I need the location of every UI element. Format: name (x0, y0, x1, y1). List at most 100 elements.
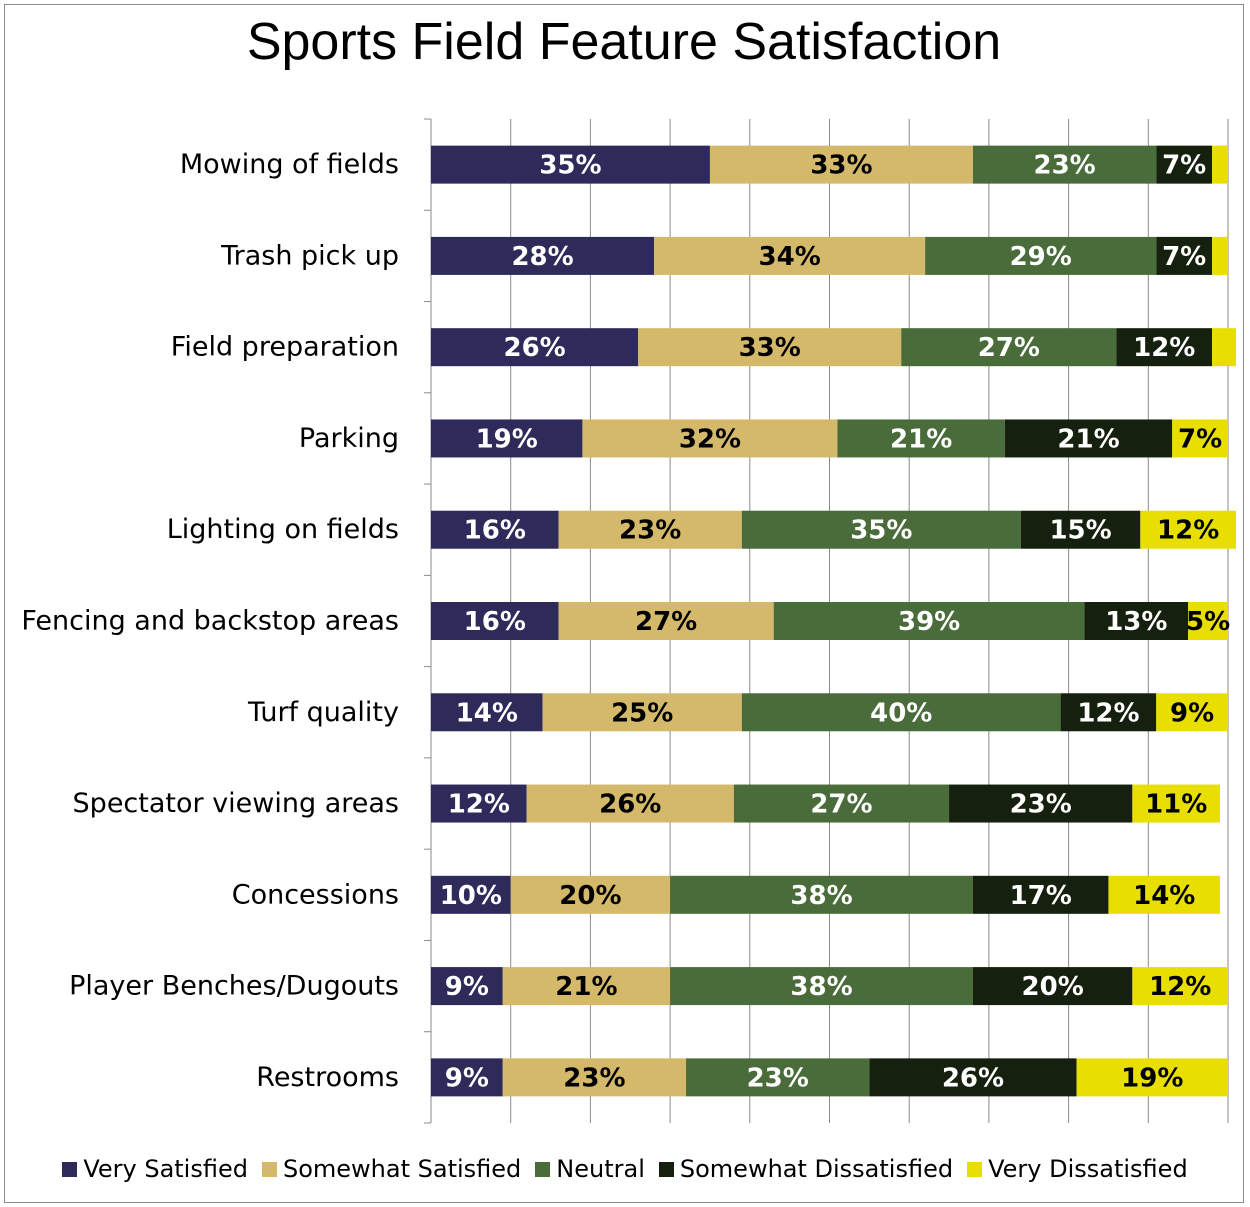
bar-very-dissatisfied (1212, 236, 1228, 275)
bar-somewhat-satisfied (542, 693, 742, 732)
data-label: 21% (555, 972, 617, 1002)
data-label: 7% (1178, 424, 1222, 454)
data-label: 10% (440, 881, 502, 911)
data-label: 21% (1057, 424, 1119, 454)
data-label: 26% (942, 1063, 1004, 1093)
legend-swatch (967, 1161, 983, 1177)
bar-somewhat-satisfied (558, 602, 774, 640)
bar-very-satisfied (431, 602, 559, 640)
bar-very-dissatisfied (1212, 328, 1236, 367)
data-label: 12% (1077, 698, 1139, 728)
data-label: 33% (810, 151, 872, 181)
data-label: 23% (747, 1063, 809, 1093)
bar-very-dissatisfied (1132, 967, 1228, 1006)
bar-neutral (972, 145, 1157, 184)
data-label: 9% (445, 1063, 489, 1093)
bar-neutral (773, 602, 1085, 640)
data-label: 5% (1186, 607, 1230, 637)
bar-very-satisfied (431, 693, 543, 732)
bar-somewhat-satisfied (654, 236, 926, 275)
data-label: 9% (445, 972, 489, 1002)
bar-somewhat-dissatisfied (869, 1058, 1077, 1097)
data-label: 35% (539, 151, 601, 181)
bar-neutral (901, 328, 1117, 367)
bar-somewhat-dissatisfied (1156, 236, 1213, 275)
legend-item-very-satisfied: Very Satisfied (62, 1155, 248, 1183)
legend-label: Somewhat Satisfied (282, 1155, 522, 1183)
data-label: 23% (1010, 790, 1072, 820)
bar-somewhat-satisfied (510, 875, 671, 914)
data-label: 23% (619, 516, 681, 546)
bar-somewhat-dissatisfied (1156, 145, 1213, 184)
bar-very-satisfied (431, 236, 655, 275)
bar-neutral (670, 967, 973, 1006)
bar-somewhat-satisfied (638, 328, 902, 367)
data-label: 12% (1133, 333, 1195, 363)
data-label: 35% (850, 516, 912, 546)
data-label: 27% (810, 790, 872, 820)
bar-very-dissatisfied (1188, 602, 1228, 640)
bar-neutral (741, 510, 1021, 549)
legend-item-very-dissatisfied: Very Dissatisfied (967, 1155, 1188, 1183)
data-label: 23% (563, 1063, 625, 1093)
data-label: 11% (1145, 790, 1207, 820)
bar-very-dissatisfied (1172, 419, 1228, 458)
bar-very-satisfied (431, 875, 511, 914)
category-label: Concessions (232, 879, 399, 910)
category-label: Lighting on fields (167, 514, 399, 545)
bar-very-dissatisfied (1132, 784, 1221, 823)
data-label: 26% (503, 333, 565, 363)
bar-somewhat-dissatisfied (1004, 419, 1173, 458)
category-label: Spectator viewing areas (73, 788, 399, 819)
category-label: Fencing and backstop areas (21, 606, 399, 637)
bar-very-dissatisfied (1108, 875, 1221, 914)
category-label: Parking (299, 423, 399, 454)
data-label: 14% (1133, 881, 1195, 911)
data-label: 12% (1157, 516, 1219, 546)
category-label: Player Benches/Dugouts (69, 971, 399, 1002)
chart-plot: Mowing of fields 35% 33% 23% 7% Trash pick up… (21, 118, 1236, 1124)
chart-legend: Very Satisfied Somewhat Satisfied Neutral S… (0, 1155, 1250, 1183)
bar-somewhat-dissatisfied (1020, 510, 1141, 549)
data-label: 21% (890, 424, 952, 454)
data-label: 28% (511, 242, 573, 272)
data-label: 16% (464, 516, 526, 546)
data-label: 13% (1105, 607, 1167, 637)
data-label: 19% (1121, 1063, 1183, 1093)
legend-label: Neutral (556, 1155, 645, 1183)
data-label: 33% (739, 333, 801, 363)
bar-somewhat-dissatisfied (1060, 693, 1157, 732)
data-label: 29% (1010, 242, 1072, 272)
data-label: 40% (870, 698, 932, 728)
legend-swatch (261, 1161, 277, 1177)
data-label: 15% (1049, 516, 1111, 546)
legend-item-neutral: Neutral (535, 1155, 645, 1183)
data-label: 27% (978, 333, 1040, 363)
data-label: 19% (476, 424, 538, 454)
data-label: 12% (1149, 972, 1211, 1002)
bar-very-dissatisfied (1076, 1058, 1228, 1097)
data-label: 20% (559, 881, 621, 911)
data-label: 20% (1022, 972, 1084, 1002)
data-label: 7% (1162, 242, 1206, 272)
data-label: 14% (456, 698, 518, 728)
bar-somewhat-satisfied (502, 1058, 687, 1097)
legend-item-somewhat-satisfied: Somewhat Satisfied (261, 1155, 522, 1183)
legend-item-somewhat-dissatisfied: Somewhat Dissatisfied (658, 1155, 953, 1183)
bar-neutral (741, 693, 1061, 732)
legend-swatch (535, 1161, 551, 1177)
bar-somewhat-dissatisfied (1084, 602, 1189, 640)
legend-label: Very Satisfied (83, 1155, 248, 1183)
bar-somewhat-satisfied (582, 419, 838, 458)
bar-very-dissatisfied (1212, 145, 1228, 184)
bar-neutral (837, 419, 1005, 458)
bar-very-dissatisfied (1140, 510, 1236, 549)
bar-somewhat-dissatisfied (972, 875, 1109, 914)
bar-somewhat-satisfied (558, 510, 742, 549)
data-label: 38% (790, 881, 852, 911)
bar-somewhat-satisfied (502, 967, 671, 1006)
bar-neutral (670, 875, 973, 914)
data-label: 34% (759, 242, 821, 272)
legend-swatch (658, 1161, 674, 1177)
legend-swatch (62, 1161, 78, 1177)
